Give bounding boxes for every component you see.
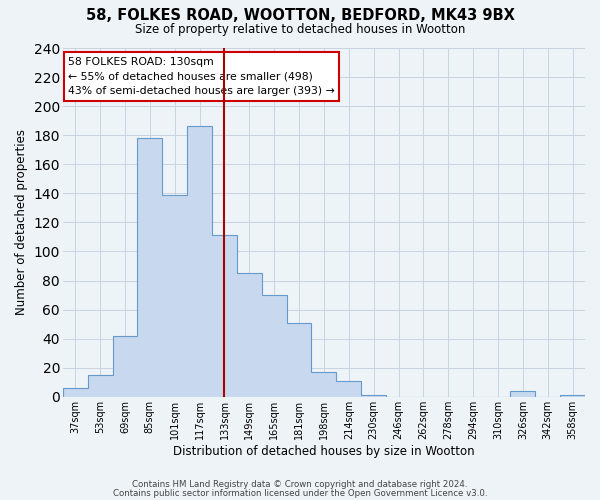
Text: Contains public sector information licensed under the Open Government Licence v3: Contains public sector information licen… [113, 488, 487, 498]
Text: Size of property relative to detached houses in Wootton: Size of property relative to detached ho… [135, 24, 465, 36]
Text: 58, FOLKES ROAD, WOOTTON, BEDFORD, MK43 9BX: 58, FOLKES ROAD, WOOTTON, BEDFORD, MK43 … [86, 8, 514, 22]
Y-axis label: Number of detached properties: Number of detached properties [15, 130, 28, 316]
Text: 58 FOLKES ROAD: 130sqm
← 55% of detached houses are smaller (498)
43% of semi-de: 58 FOLKES ROAD: 130sqm ← 55% of detached… [68, 56, 335, 96]
Text: Contains HM Land Registry data © Crown copyright and database right 2024.: Contains HM Land Registry data © Crown c… [132, 480, 468, 489]
X-axis label: Distribution of detached houses by size in Wootton: Distribution of detached houses by size … [173, 444, 475, 458]
